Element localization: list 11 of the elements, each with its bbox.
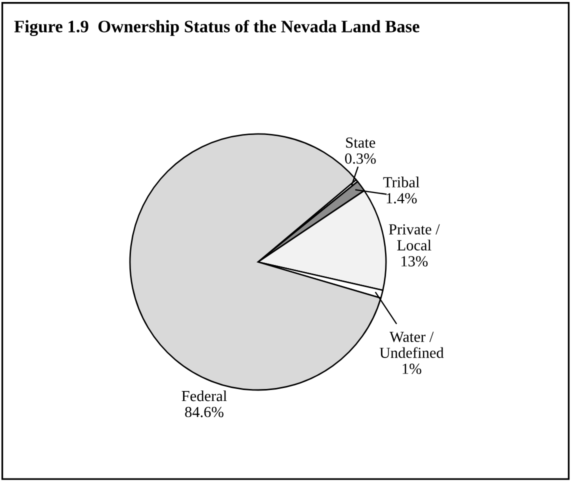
- slice-label: Private / Local: [388, 224, 440, 250]
- slice-label: Tribal: [383, 176, 420, 188]
- data-label: 1%: [402, 364, 422, 374]
- data-label: 0.3%: [345, 153, 376, 164]
- data-label: 13%: [402, 256, 428, 266]
- slice-label: Water / Undefined: [380, 332, 444, 358]
- chart-title: Figure 1.9 Ownership Status of the Nevada Land Base: [14, 20, 420, 36]
- slice-label: Federal: [182, 390, 227, 402]
- data-label: 84.6%: [185, 406, 224, 418]
- data-label: 1.4%: [386, 193, 417, 204]
- slice-label: State: [346, 137, 376, 148]
